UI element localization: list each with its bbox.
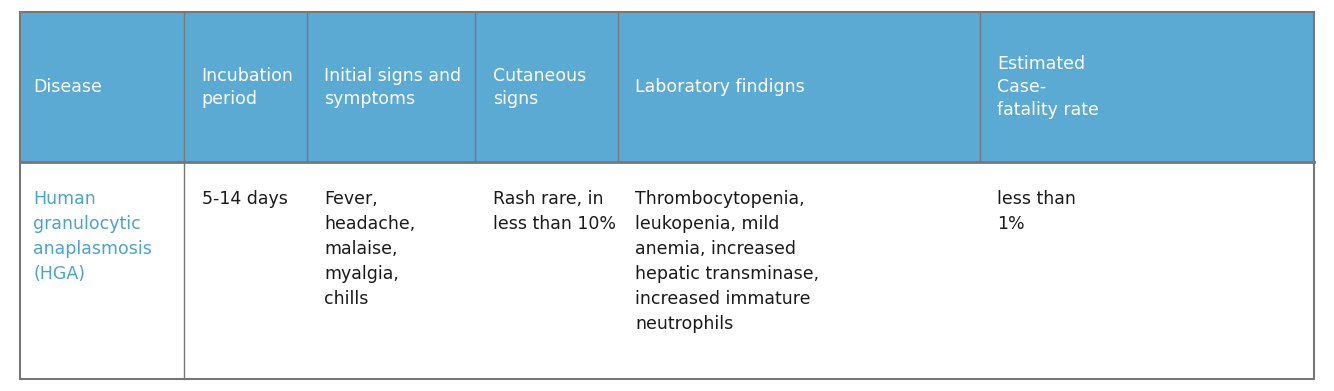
Text: Incubation
period: Incubation period [201, 66, 293, 108]
Text: less than
1%: less than 1% [998, 190, 1077, 233]
Text: 5-14 days: 5-14 days [201, 190, 287, 208]
Text: Disease: Disease [33, 78, 103, 96]
Text: Laboratory findigns: Laboratory findigns [635, 78, 804, 96]
Text: Cutaneous
signs: Cutaneous signs [492, 66, 586, 108]
Text: Thrombocytopenia,
leukopenia, mild
anemia, increased
hepatic transminase,
increa: Thrombocytopenia, leukopenia, mild anemi… [635, 190, 819, 333]
Text: Fever,
headache,
malaise,
myalgia,
chills: Fever, headache, malaise, myalgia, chill… [324, 190, 416, 308]
Bar [20, 162, 1314, 379]
Text: Human
granulocytic
anaplasmosis
(HGA): Human granulocytic anaplasmosis (HGA) [33, 190, 152, 283]
Text: Initial signs and
symptoms: Initial signs and symptoms [324, 66, 462, 108]
Bar [20, 12, 1314, 162]
Text: Rash rare, in
less than 10%: Rash rare, in less than 10% [492, 190, 616, 233]
Text: Estimated
Case-
fatality rate: Estimated Case- fatality rate [998, 55, 1099, 119]
